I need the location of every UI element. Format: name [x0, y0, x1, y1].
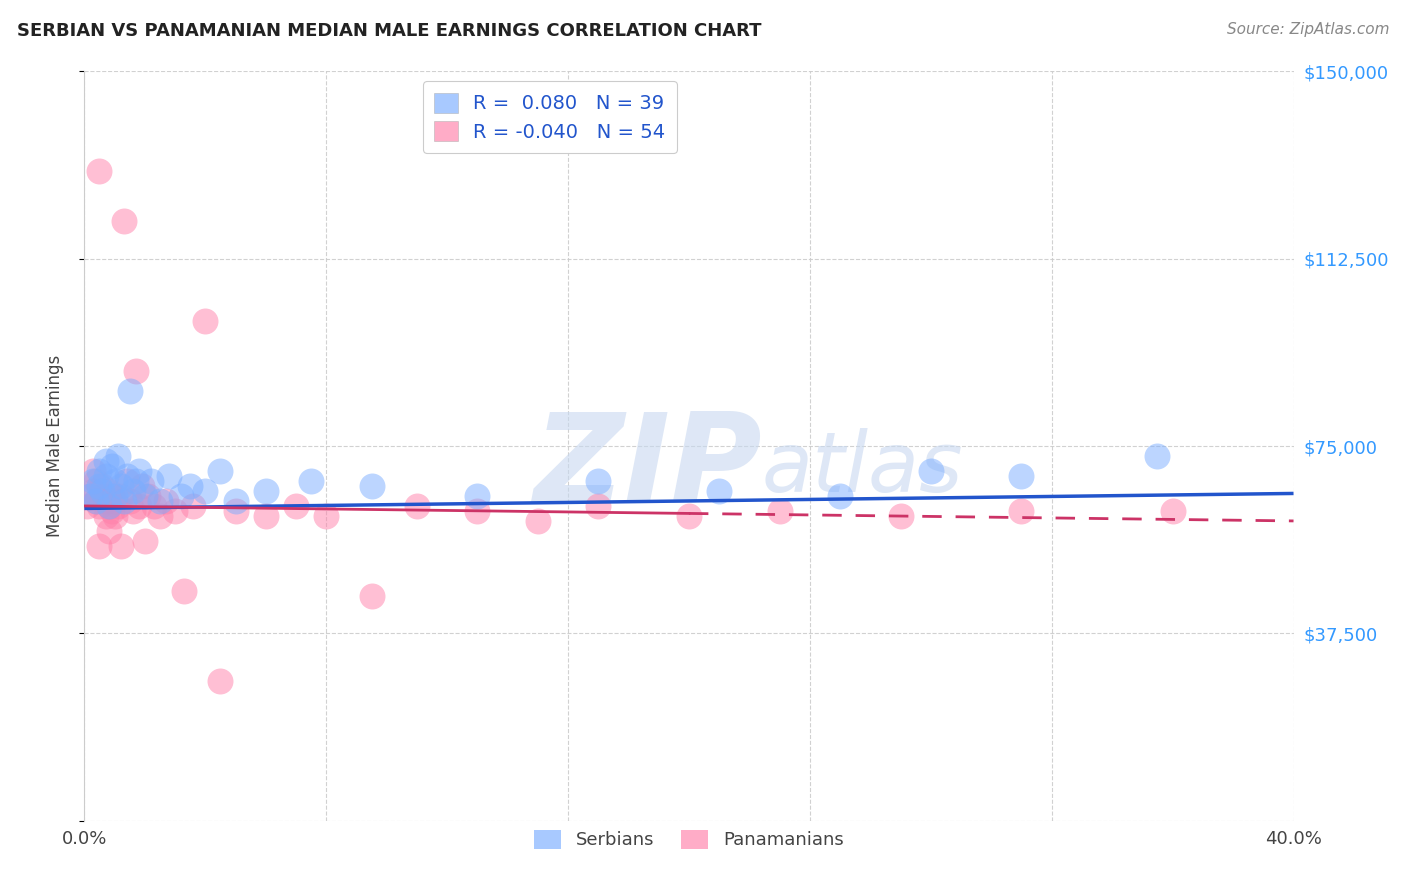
Point: [121, 504, 143, 518]
Point: [97, 499, 120, 513]
Point: [209, 673, 232, 688]
Point: [112, 214, 135, 228]
Point: [86, 494, 108, 508]
Y-axis label: Median Male Earnings: Median Male Earnings: [45, 355, 63, 537]
Text: Source: ZipAtlas.com: Source: ZipAtlas.com: [1226, 22, 1389, 37]
Point: [830, 489, 852, 503]
Point: [360, 479, 382, 493]
Point: [91, 479, 114, 493]
Point: [86, 474, 108, 488]
Point: [134, 489, 156, 503]
Point: [678, 508, 700, 523]
Point: [149, 494, 172, 508]
Point: [709, 483, 731, 498]
Point: [131, 479, 153, 493]
Point: [209, 464, 232, 478]
Point: [142, 499, 165, 513]
Point: [299, 474, 322, 488]
Point: [97, 483, 120, 498]
Point: [125, 364, 148, 378]
Point: [181, 499, 204, 513]
Point: [89, 539, 111, 553]
Point: [107, 499, 129, 513]
Point: [1011, 469, 1033, 483]
Point: [155, 494, 177, 508]
Point: [91, 489, 114, 503]
Point: [179, 479, 201, 493]
Point: [82, 464, 104, 478]
Point: [89, 479, 111, 493]
Legend: Serbians, Panamanians: Serbians, Panamanians: [527, 822, 851, 856]
Point: [890, 508, 912, 523]
Point: [225, 504, 247, 518]
Point: [173, 583, 195, 598]
Point: [115, 469, 138, 483]
Point: [94, 494, 117, 508]
Point: [157, 469, 180, 483]
Point: [82, 474, 104, 488]
Point: [97, 499, 120, 513]
Point: [165, 504, 187, 518]
Point: [118, 494, 141, 508]
Point: [134, 533, 156, 548]
Point: [588, 499, 610, 513]
Point: [107, 449, 129, 463]
Point: [110, 489, 132, 503]
Point: [94, 469, 117, 483]
Point: [94, 454, 117, 468]
Text: SERBIAN VS PANAMANIAN MEDIAN MALE EARNINGS CORRELATION CHART: SERBIAN VS PANAMANIAN MEDIAN MALE EARNIN…: [17, 22, 762, 40]
Point: [149, 508, 172, 523]
Point: [467, 489, 489, 503]
Point: [254, 508, 277, 523]
Text: ZIP: ZIP: [533, 408, 762, 529]
Point: [1146, 449, 1168, 463]
Point: [170, 489, 193, 503]
Point: [104, 508, 127, 523]
Point: [315, 508, 337, 523]
Point: [100, 504, 122, 518]
Point: [118, 384, 141, 398]
Point: [1161, 504, 1184, 518]
Point: [110, 539, 132, 553]
Point: [125, 474, 148, 488]
Point: [104, 489, 127, 503]
Point: [104, 474, 127, 488]
Point: [110, 479, 132, 493]
Point: [100, 489, 122, 503]
Point: [112, 494, 135, 508]
Point: [920, 464, 942, 478]
Text: atlas: atlas: [762, 428, 963, 509]
Point: [94, 508, 117, 523]
Point: [527, 514, 550, 528]
Point: [360, 589, 382, 603]
Point: [1011, 504, 1033, 518]
Point: [100, 458, 122, 473]
Point: [104, 494, 127, 508]
Point: [128, 499, 150, 513]
Point: [79, 489, 101, 503]
Point: [97, 524, 120, 538]
Point: [86, 494, 108, 508]
Point: [194, 483, 217, 498]
Point: [89, 164, 111, 178]
Point: [82, 483, 104, 498]
Point: [79, 489, 101, 503]
Point: [194, 314, 217, 328]
Point: [89, 464, 111, 478]
Point: [89, 499, 111, 513]
Point: [91, 483, 114, 498]
Point: [76, 499, 98, 513]
Point: [128, 464, 150, 478]
Point: [139, 474, 162, 488]
Point: [769, 504, 792, 518]
Point: [588, 474, 610, 488]
Point: [115, 474, 138, 488]
Point: [254, 483, 277, 498]
Point: [406, 499, 429, 513]
Point: [136, 489, 159, 503]
Point: [225, 494, 247, 508]
Point: [285, 499, 308, 513]
Point: [467, 504, 489, 518]
Point: [121, 483, 143, 498]
